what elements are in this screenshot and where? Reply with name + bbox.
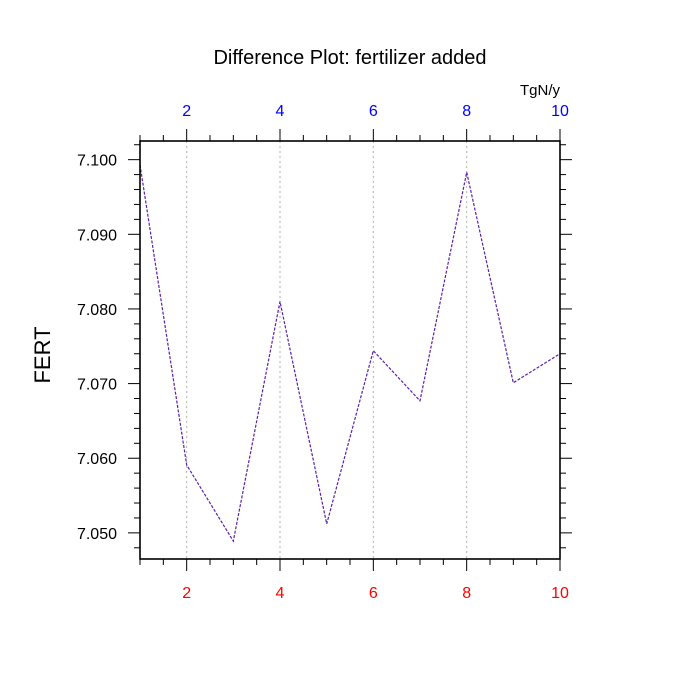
x-tick-label-top: 2: [182, 103, 191, 120]
x-tick-label-top: 10: [551, 103, 569, 120]
series-line: [139, 164, 561, 543]
y-tick-label: 7.100: [77, 153, 117, 170]
x-tick-label-bottom: 8: [462, 585, 471, 602]
x-tick-label-bottom: 10: [551, 585, 569, 602]
chart-title: Difference Plot: fertilizer added: [213, 47, 486, 69]
y-axis-label: FERT: [30, 326, 55, 383]
x-tick-label-top: 8: [462, 103, 471, 120]
series-lines: [139, 164, 561, 543]
y-tick-label: 7.060: [77, 451, 117, 468]
x-tick-label-top: 4: [276, 103, 285, 120]
x-tick-label-top: 6: [369, 103, 378, 120]
plot-frame: [139, 140, 561, 560]
y-tick-label: 7.070: [77, 377, 117, 394]
axis-ticks: [128, 129, 572, 571]
y-tick-label: 7.080: [77, 302, 117, 319]
x-tick-label-bottom: 2: [182, 585, 191, 602]
x-tick-label-bottom: 4: [276, 585, 285, 602]
top-axis-units: TgN/y: [520, 82, 561, 99]
grid-lines: [186, 141, 468, 559]
x-tick-label-bottom: 6: [369, 585, 378, 602]
y-tick-label: 7.050: [77, 526, 117, 543]
y-tick-label: 7.090: [77, 227, 117, 244]
tick-labels: 7.050 7.060 7.070 7.080 7.090 7.100 2 2 4 4 6 6 8 8 10…: [77, 103, 569, 602]
